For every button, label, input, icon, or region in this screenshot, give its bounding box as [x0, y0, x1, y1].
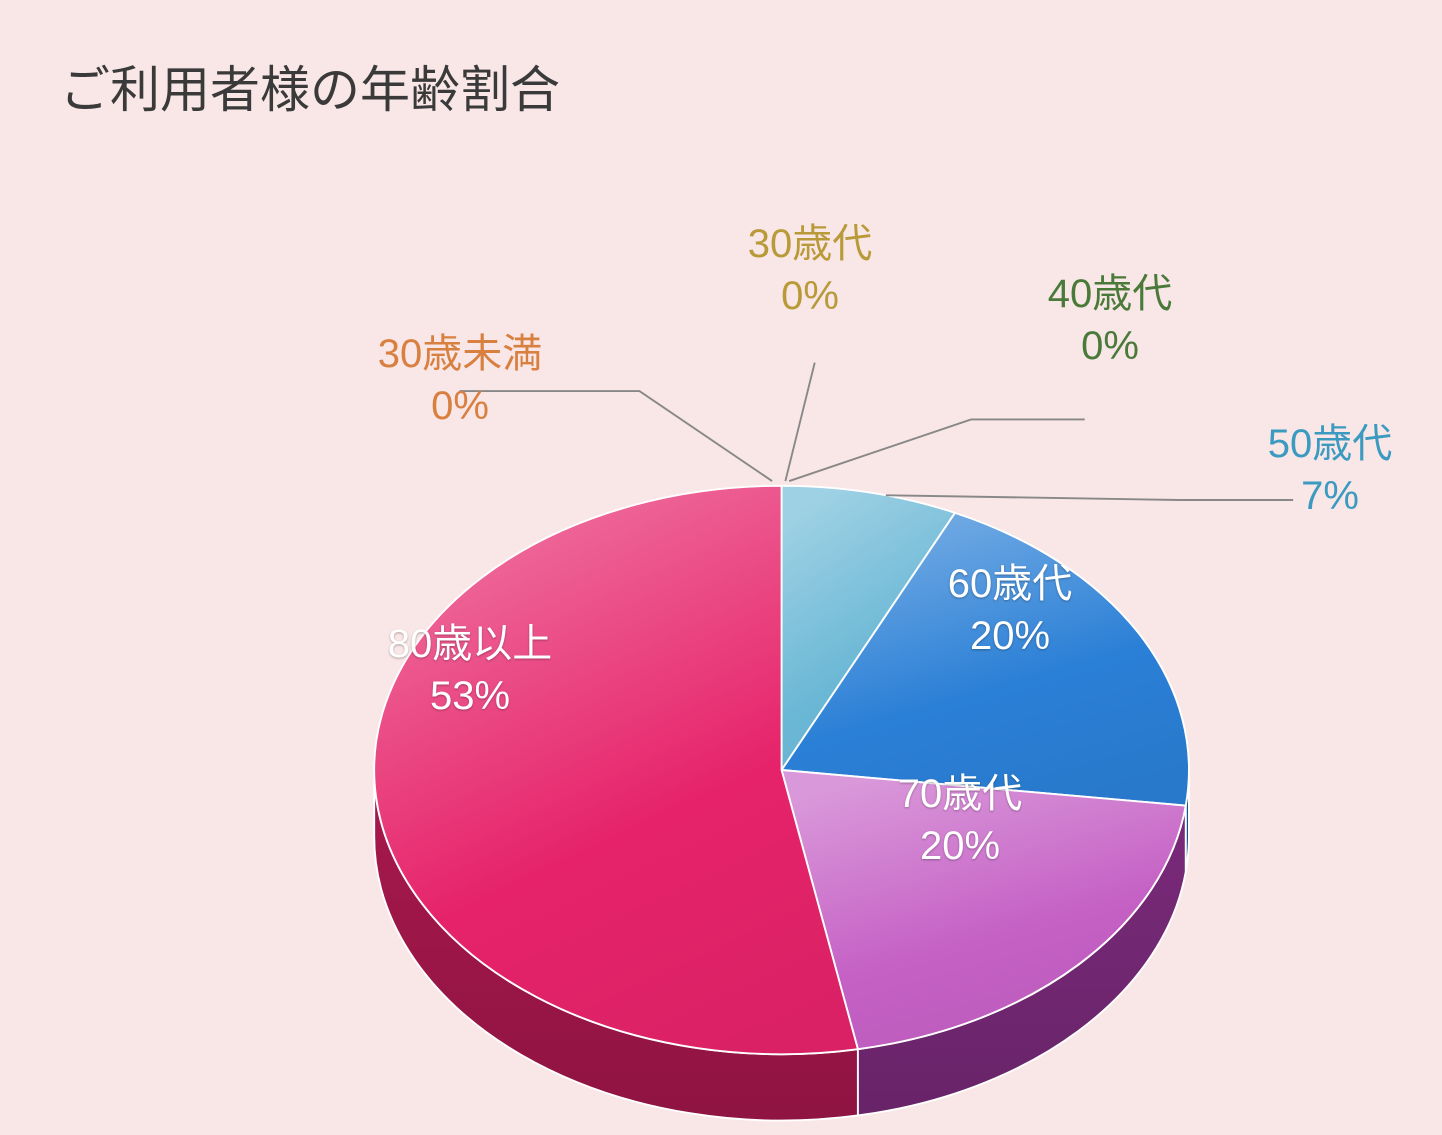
slice-label-name: 40歳代: [1048, 268, 1173, 320]
slice-label-1: 30歳代0%: [748, 218, 873, 322]
leader-line-1: [785, 363, 814, 481]
slice-label-name: 50歳代: [1268, 418, 1393, 470]
slice-label-percent: 0%: [748, 270, 873, 322]
leader-line-2: [789, 419, 1085, 481]
slice-label-percent: 20%: [898, 820, 1023, 872]
slice-label-percent: 0%: [1048, 320, 1173, 372]
slice-label-0: 30歳未満0%: [378, 328, 543, 432]
slice-label-name: 60歳代: [948, 558, 1073, 610]
slice-label-name: 30歳代: [748, 218, 873, 270]
slice-label-5: 70歳代20%: [898, 768, 1023, 872]
slice-label-name: 70歳代: [898, 768, 1023, 820]
slice-label-name: 30歳未満: [378, 328, 543, 380]
slice-label-percent: 7%: [1268, 470, 1393, 522]
chart-title: ご利用者様の年齢割合: [60, 50, 560, 122]
slice-label-percent: 0%: [378, 380, 543, 432]
slice-label-percent: 20%: [948, 610, 1073, 662]
slice-label-4: 60歳代20%: [948, 558, 1073, 662]
slice-label-2: 40歳代0%: [1048, 268, 1173, 372]
pie-chart: 30歳未満0%30歳代0%40歳代0%50歳代7%60歳代20%70歳代20%8…: [160, 230, 1260, 1010]
leader-line-3: [886, 495, 1293, 500]
pie-chart-svg: [160, 230, 1442, 1130]
slice-label-6: 80歳以上53%: [388, 618, 553, 722]
slice-label-percent: 53%: [388, 670, 553, 722]
slice-label-3: 50歳代7%: [1268, 418, 1393, 522]
slice-label-name: 80歳以上: [388, 618, 553, 670]
